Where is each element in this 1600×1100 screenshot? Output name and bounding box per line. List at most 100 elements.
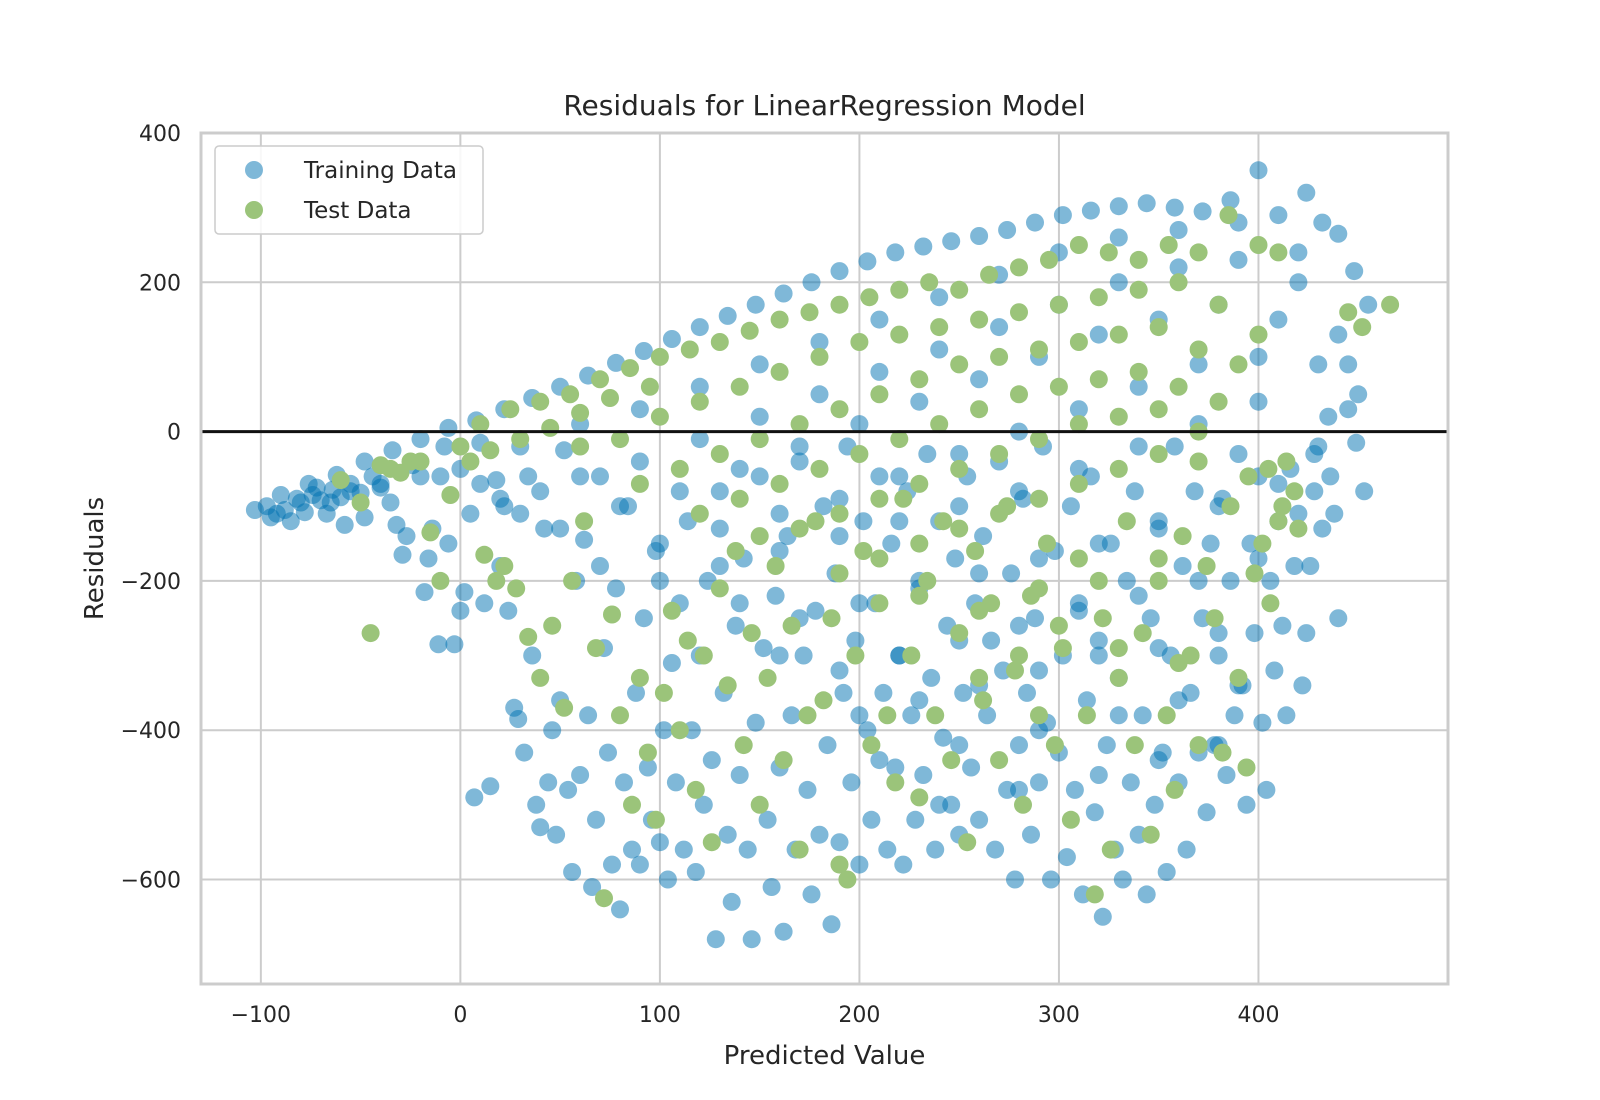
- test-point: [1239, 467, 1258, 486]
- test-point: [1085, 885, 1104, 904]
- training-point: [914, 237, 933, 256]
- training-point: [1339, 355, 1358, 374]
- training-point: [1141, 609, 1160, 628]
- training-point: [974, 527, 993, 546]
- training-point: [890, 512, 909, 531]
- training-point: [690, 430, 709, 449]
- training-point: [1329, 224, 1348, 243]
- training-point: [1245, 624, 1264, 643]
- training-point: [1313, 519, 1332, 538]
- training-point: [1249, 347, 1268, 366]
- training-point: [591, 557, 609, 575]
- test-point: [758, 668, 777, 687]
- test-point: [740, 321, 759, 340]
- test-point: [495, 557, 514, 575]
- training-point: [658, 870, 677, 889]
- training-point: [970, 370, 989, 389]
- training-point: [710, 519, 729, 538]
- training-point: [451, 601, 470, 620]
- test-point: [1109, 407, 1128, 426]
- test-point: [1353, 318, 1372, 337]
- test-point: [1109, 639, 1128, 658]
- test-point: [1149, 400, 1168, 419]
- test-point: [926, 706, 945, 725]
- training-point: [1189, 571, 1208, 590]
- test-point: [1189, 452, 1208, 471]
- test-point: [990, 751, 1009, 770]
- training-point: [1109, 706, 1128, 725]
- test-point: [1253, 534, 1272, 553]
- test-point: [934, 512, 953, 531]
- test-point: [690, 504, 709, 523]
- test-point: [1099, 243, 1118, 262]
- chart-title: Residuals for LinearRegression Model: [563, 89, 1085, 122]
- training-point: [738, 840, 757, 859]
- training-point: [862, 810, 881, 829]
- training-point: [1249, 392, 1268, 411]
- training-point: [1089, 646, 1108, 665]
- training-point: [1137, 194, 1156, 213]
- training-point: [702, 751, 721, 770]
- test-point: [958, 833, 977, 852]
- test-point: [950, 355, 969, 374]
- x-tick-label: 100: [639, 1003, 681, 1028]
- training-point: [1293, 676, 1312, 695]
- test-point: [1209, 295, 1228, 314]
- training-point: [946, 549, 965, 568]
- training-point: [575, 530, 594, 549]
- training-point: [662, 654, 681, 672]
- training-point: [1339, 400, 1358, 419]
- training-point: [1221, 191, 1240, 210]
- training-point: [922, 668, 941, 687]
- test-point: [690, 392, 709, 411]
- test-point: [830, 855, 849, 874]
- test-point: [1069, 549, 1088, 568]
- training-point: [1309, 355, 1328, 374]
- training-point: [355, 508, 374, 527]
- training-point: [750, 355, 769, 374]
- training-point: [1145, 795, 1164, 814]
- training-point: [794, 646, 813, 665]
- training-point: [750, 407, 769, 426]
- x-tick-label: 0: [453, 1003, 467, 1028]
- training-point: [766, 586, 785, 605]
- training-point: [429, 635, 448, 654]
- test-point: [726, 542, 745, 560]
- training-point: [583, 878, 602, 896]
- test-point: [1117, 512, 1136, 531]
- training-point: [1237, 795, 1256, 814]
- training-point: [690, 377, 709, 396]
- test-point: [1030, 340, 1048, 359]
- test-point: [487, 571, 506, 590]
- training-point: [1301, 557, 1320, 575]
- training-point: [1253, 713, 1272, 732]
- test-point: [838, 870, 857, 889]
- training-point: [1265, 661, 1284, 680]
- training-point: [1149, 639, 1168, 658]
- training-point: [1289, 243, 1308, 262]
- test-point: [810, 347, 829, 366]
- test-point: [451, 437, 470, 456]
- test-point: [1010, 646, 1028, 665]
- test-point: [1040, 250, 1058, 269]
- training-point: [1269, 310, 1288, 329]
- training-point: [383, 441, 402, 460]
- y-axis-label: Residuals: [80, 497, 110, 620]
- training-point: [790, 437, 809, 456]
- test-point: [531, 392, 550, 411]
- test-point: [890, 325, 909, 344]
- test-point: [1129, 362, 1148, 381]
- training-point: [970, 810, 989, 829]
- test-point: [1129, 280, 1148, 299]
- y-tick-label: −200: [121, 570, 181, 595]
- test-point: [650, 347, 669, 366]
- training-point: [415, 583, 434, 602]
- training-point: [1030, 661, 1048, 680]
- training-point: [1022, 825, 1040, 844]
- test-point: [1109, 325, 1128, 344]
- test-point: [910, 788, 929, 807]
- training-point: [1113, 870, 1132, 889]
- training-point: [1093, 907, 1112, 926]
- training-point: [774, 922, 793, 941]
- training-point: [371, 474, 390, 493]
